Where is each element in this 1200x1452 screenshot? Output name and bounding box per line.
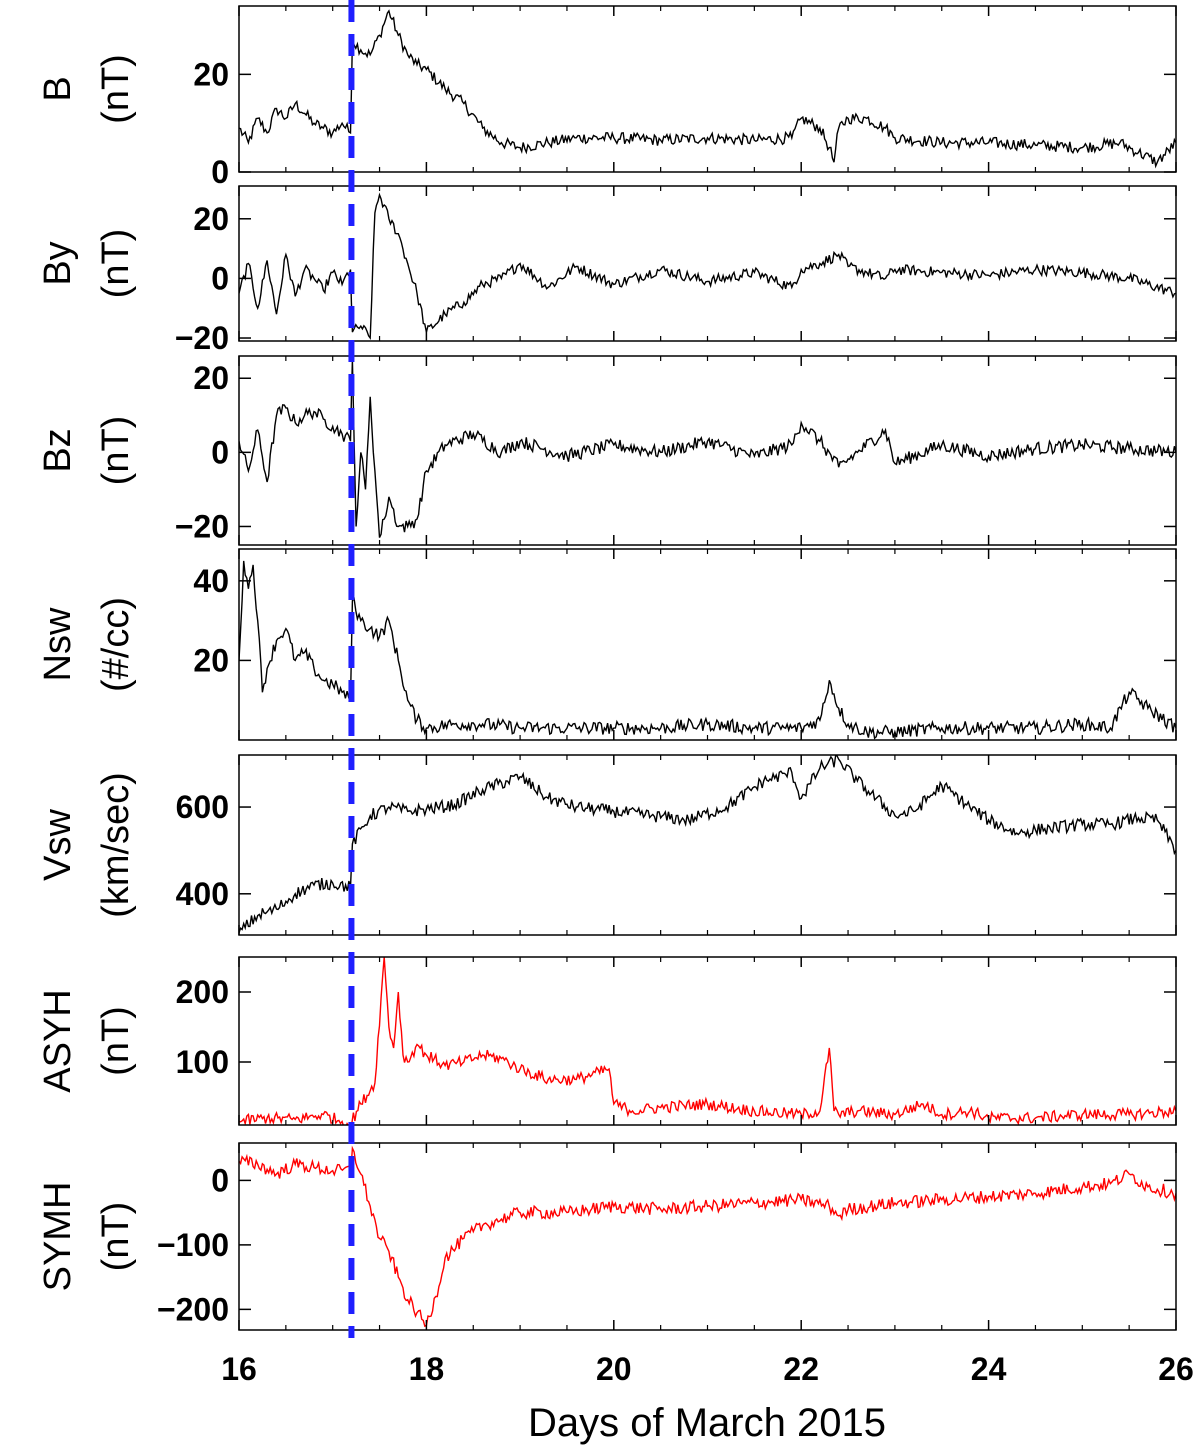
series-line-b bbox=[239, 9, 1176, 169]
x-tick-label: 24 bbox=[971, 1351, 1007, 1387]
y-axis-unit: (nT) bbox=[95, 54, 137, 124]
y-axis-unit: (nT) bbox=[95, 1006, 137, 1076]
y-tick-label: 20 bbox=[193, 56, 229, 92]
panel-bz: −20 0 20 Bz (nT) bbox=[37, 355, 1177, 546]
panel-frame bbox=[238, 185, 1177, 342]
y-tick-label: 0 bbox=[211, 154, 229, 190]
series-line-by bbox=[239, 192, 1176, 341]
y-axis-unit: (nT) bbox=[95, 1202, 137, 1272]
panel-vsw: 400 600 Vsw (km/sec) bbox=[37, 754, 1177, 936]
panel-frame bbox=[238, 956, 1177, 1126]
y-tick-label: 20 bbox=[193, 360, 229, 396]
panel-frame bbox=[238, 754, 1177, 936]
x-tick-label: 26 bbox=[1158, 1351, 1194, 1387]
panel-symh: −200 −100 0 SYMH (nT) bbox=[37, 1142, 1177, 1331]
y-tick-label: 20 bbox=[193, 642, 229, 678]
y-tick-label: −100 bbox=[157, 1227, 229, 1263]
y-tick-label: 0 bbox=[211, 260, 229, 296]
y-tick-label: −20 bbox=[175, 320, 229, 356]
y-axis-label: Bz bbox=[37, 428, 79, 472]
panel-frame bbox=[238, 5, 1177, 173]
y-axis-label: ASYH bbox=[37, 989, 79, 1092]
y-tick-label: −200 bbox=[157, 1291, 229, 1327]
y-tick-label: 0 bbox=[211, 434, 229, 470]
y-axis-unit: (#/cc) bbox=[95, 597, 137, 692]
y-axis-label: Nsw bbox=[37, 607, 79, 681]
y-tick-label: 400 bbox=[176, 876, 229, 912]
x-tick-label: 22 bbox=[783, 1351, 819, 1387]
panel-nsw: 20 40 Nsw (#/cc) bbox=[37, 548, 1177, 741]
y-axis-label: By bbox=[37, 241, 79, 285]
x-tick-label: 18 bbox=[409, 1351, 445, 1387]
y-axis-unit: (km/sec) bbox=[95, 772, 137, 918]
y-tick-label: 20 bbox=[193, 201, 229, 237]
panel-frame bbox=[238, 548, 1177, 741]
y-axis-label: Vsw bbox=[37, 809, 79, 881]
y-tick-label: 0 bbox=[211, 1162, 229, 1198]
y-axis-label: B bbox=[37, 76, 79, 101]
series-line-vsw bbox=[239, 755, 1176, 934]
series-line-symh bbox=[239, 1145, 1176, 1328]
y-tick-label: −20 bbox=[175, 508, 229, 544]
series-line-bz bbox=[239, 359, 1176, 538]
x-axis: 16 18 20 22 24 26 bbox=[221, 1351, 1194, 1387]
y-tick-label: 40 bbox=[193, 563, 229, 599]
panel-frame bbox=[238, 1142, 1177, 1331]
x-tick-label: 20 bbox=[596, 1351, 632, 1387]
panel-b: 0 20 B (nT) bbox=[37, 5, 1177, 190]
y-axis-unit: (nT) bbox=[95, 229, 137, 299]
y-axis-unit: (nT) bbox=[95, 416, 137, 486]
y-tick-label: 100 bbox=[176, 1044, 229, 1080]
y-tick-label: 600 bbox=[176, 789, 229, 825]
panel-frame bbox=[238, 355, 1177, 546]
panel-by: −20 0 20 By (nT) bbox=[37, 185, 1177, 356]
y-tick-label: 200 bbox=[176, 974, 229, 1010]
panel-asyh: 100 200 ASYH (nT) bbox=[37, 956, 1177, 1126]
y-axis-label: SYMH bbox=[37, 1182, 79, 1292]
x-axis-label: Days of March 2015 bbox=[528, 1401, 886, 1445]
series-line-asyh bbox=[239, 957, 1176, 1125]
x-tick-label: 16 bbox=[221, 1351, 257, 1387]
series-line-nsw bbox=[239, 560, 1176, 740]
